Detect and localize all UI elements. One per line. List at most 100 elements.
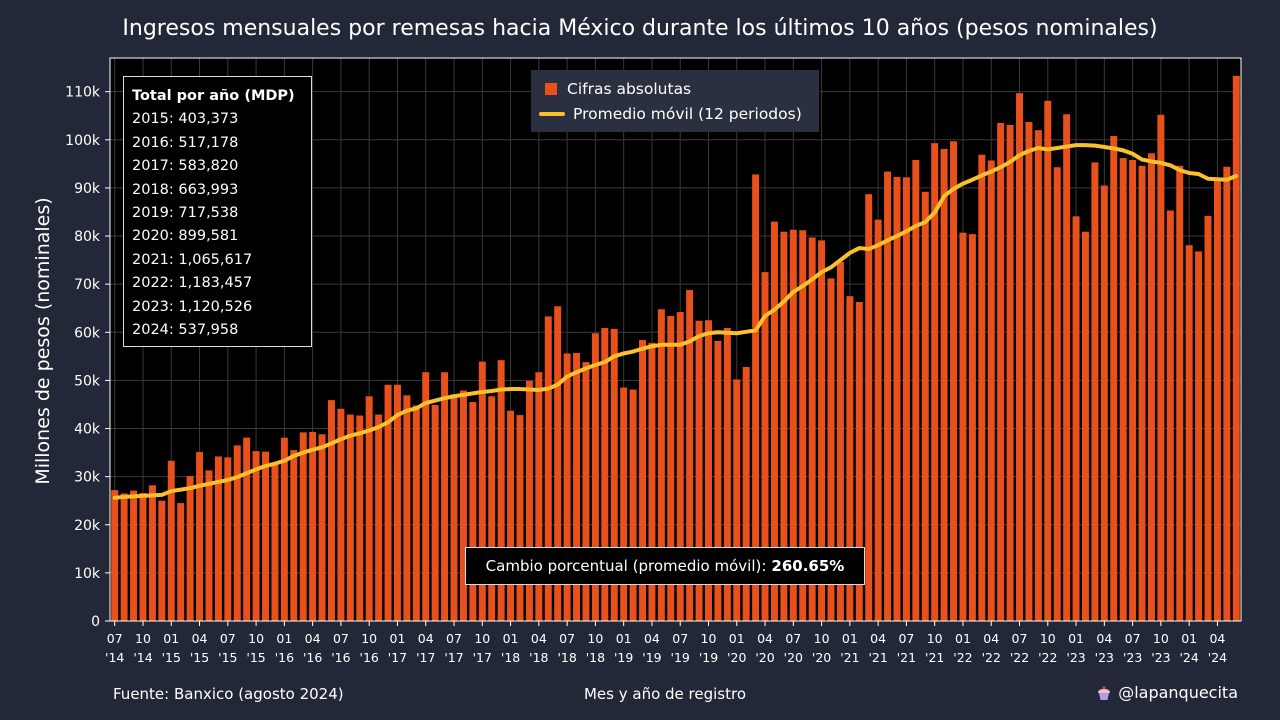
legend: Cifras absolutas Promedio móvil (12 peri…	[531, 70, 819, 132]
bar	[1157, 114, 1165, 622]
x-tick-label-year: '14	[105, 650, 124, 665]
bar	[252, 451, 260, 621]
bar	[441, 372, 449, 621]
bar	[148, 485, 156, 621]
x-tick-label-year: '24	[1179, 650, 1198, 665]
x-tick-label-year: '18	[501, 650, 520, 665]
x-tick-label-month: 10	[248, 631, 264, 646]
x-tick-label-month: 10	[361, 631, 377, 646]
bar	[158, 500, 166, 621]
bar	[959, 232, 967, 621]
totals-row: 2022: 1,183,457	[132, 275, 253, 292]
x-tick-label-year: '19	[699, 650, 718, 665]
x-tick-label-year: '19	[671, 650, 690, 665]
totals-row: 2019: 717,538	[132, 205, 239, 222]
bar	[224, 457, 232, 621]
bar	[309, 431, 317, 621]
x-tick-label-month: 01	[163, 631, 179, 646]
x-tick-label-year: '16	[303, 650, 322, 665]
y-tick-label: 90k	[74, 181, 101, 197]
bar	[921, 191, 929, 621]
legend-item-line: Promedio móvil (12 periodos)	[539, 101, 811, 126]
bar	[723, 327, 731, 621]
bar	[733, 379, 741, 621]
bar	[1119, 158, 1127, 622]
bar	[375, 414, 383, 621]
x-tick-label-month: 04	[1096, 631, 1112, 646]
x-axis-ticks: 07 '14 10 '14 01 '15 04 '15 07 '15 10 '15 01 '16 04 '16…	[105, 621, 1227, 665]
bar	[940, 148, 948, 621]
x-tick-label-year: '24	[1208, 650, 1227, 665]
x-tick-label-month: 01	[503, 631, 519, 646]
bar	[676, 312, 684, 621]
bar	[497, 360, 505, 621]
bar	[422, 372, 430, 621]
y-tick-label: 80k	[74, 229, 101, 245]
x-tick-label-month: 07	[333, 631, 349, 646]
bar	[629, 389, 637, 621]
x-tick-label-year: '17	[388, 650, 407, 665]
chart-title: Ingresos mensuales por remesas hacia Méx…	[122, 16, 1158, 41]
bar	[271, 463, 279, 621]
totals-row: 2015: 403,373	[132, 111, 239, 128]
totals-row: 2016: 517,178	[132, 134, 239, 151]
x-tick-label-month: 01	[276, 631, 292, 646]
bar	[130, 490, 138, 621]
bar	[874, 219, 882, 621]
bar	[855, 301, 863, 621]
x-tick-label-year: '21	[840, 650, 859, 665]
bar	[139, 493, 147, 621]
bar	[507, 410, 515, 621]
bar	[356, 415, 364, 621]
plot-border	[109, 57, 1242, 622]
y-tick-label: 50k	[74, 373, 101, 389]
bar	[459, 390, 467, 621]
bar	[780, 231, 788, 621]
bar	[1176, 165, 1184, 622]
x-tick-label-year: '21	[868, 650, 887, 665]
x-tick-label-year: '16	[331, 650, 350, 665]
bar	[1232, 75, 1240, 622]
bar	[384, 384, 392, 621]
x-tick-label-year: '18	[529, 650, 548, 665]
bar	[337, 408, 345, 621]
bar	[620, 387, 628, 621]
bar	[1185, 245, 1193, 621]
bar	[214, 456, 222, 621]
x-tick-label-month: 04	[983, 631, 999, 646]
x-tick-label-year: '15	[218, 650, 237, 665]
bar	[591, 333, 599, 621]
x-tick-label-month: 10	[474, 631, 490, 646]
x-tick-label-month: 07	[1012, 631, 1028, 646]
x-tick-label-year: '23	[1151, 650, 1170, 665]
x-tick-label-year: '17	[416, 650, 435, 665]
totals-row: 2018: 663,993	[132, 181, 239, 198]
x-tick-label-month: 10	[814, 631, 830, 646]
bar	[997, 122, 1005, 621]
bar	[1044, 100, 1052, 622]
bar	[639, 339, 646, 621]
x-tick-label-year: '22	[953, 650, 972, 665]
y-tick-label: 10k	[74, 566, 101, 582]
bar	[865, 194, 873, 621]
bar	[1072, 216, 1080, 622]
x-tick-label-month: 01	[955, 631, 971, 646]
bar	[846, 296, 854, 621]
x-tick-label-year: '15	[162, 650, 181, 665]
y-axis-label: Millones de pesos (nominales)	[32, 197, 54, 485]
bar	[657, 309, 665, 621]
x-tick-label-year: '20	[727, 650, 746, 665]
totals-row: 2024: 537,958	[132, 322, 239, 339]
bar	[836, 262, 844, 621]
x-tick-label-year: '22	[1010, 650, 1029, 665]
bar	[1110, 135, 1118, 621]
y-tick-label: 100k	[65, 133, 101, 149]
totals-row: 2017: 583,820	[132, 158, 239, 175]
bar	[233, 445, 241, 621]
x-tick-label-month: 10	[587, 631, 603, 646]
bar	[1053, 167, 1061, 621]
x-tick-label-year: '20	[812, 650, 831, 665]
y-tick-label: 30k	[74, 470, 101, 486]
x-tick-label-year: '16	[275, 650, 294, 665]
